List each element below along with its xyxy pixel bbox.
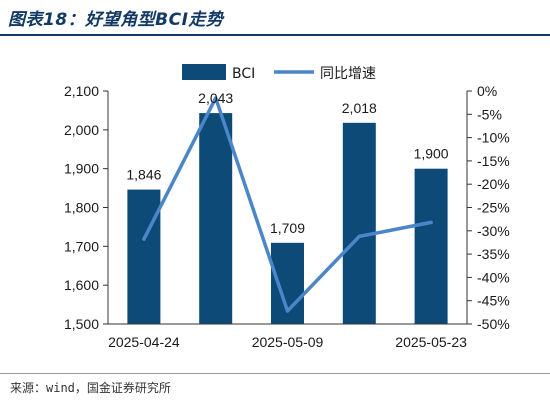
data-labels-group: 1,846 2,043 1,709 2,018 1,900: [126, 90, 448, 236]
y-right-tick-label: -20%: [477, 176, 510, 192]
point-yoy-2025-05-09: [286, 309, 289, 313]
y-right-tick-label: -30%: [477, 223, 510, 239]
bar-bci-2025-04-30: [199, 113, 233, 324]
x-tick-label: 2025-05-23: [395, 334, 467, 350]
y-right-tick-label: -5%: [477, 106, 502, 122]
point-yoy-2025-05-23: [429, 220, 433, 224]
bars-group: [127, 113, 448, 324]
y-left-tick-label: 1,900: [64, 161, 99, 177]
data-label-bci-2025-05-23: 1,900: [414, 146, 449, 162]
y-left-tick-label: 1,500: [64, 316, 99, 332]
x-tick-label: 2025-05-09: [252, 334, 324, 350]
bar-bci-2025-04-24: [127, 189, 161, 324]
bar-bci-2025-05-16: [342, 122, 376, 324]
data-label-bci-2025-05-16: 2,018: [342, 100, 377, 116]
y-left-tick-label: 1,800: [64, 200, 99, 216]
figure-title: 图表18：好望角型BCI走势: [8, 10, 224, 30]
chart-legend: BCI 同比增速: [182, 64, 376, 82]
y-left-tick-label: 1,700: [64, 238, 99, 254]
y-right-tick-label: -10%: [477, 130, 510, 146]
line-group: [142, 96, 433, 313]
y-left-tick-label: 2,000: [64, 122, 99, 138]
legend-label-yoy: 同比增速: [320, 66, 376, 82]
title-rule: [0, 34, 550, 36]
legend-swatch-bci: [182, 64, 226, 80]
legend-label-bci: BCI: [232, 66, 255, 82]
x-tick-label: 2025-04-24: [108, 334, 180, 350]
axes-group: 1,500 1,600 1,700 1,800 1,900 2,000 2,100 0% -5%…: [64, 83, 510, 350]
y-right-tick-label: -45%: [477, 293, 510, 309]
bar-bci-2025-05-23: [414, 168, 448, 324]
y-right-tick-label: 0%: [477, 83, 497, 99]
point-yoy-2025-04-24: [142, 237, 146, 241]
y-right-tick-label: -35%: [477, 246, 510, 262]
data-label-bci-2025-04-30: 2,043: [198, 90, 233, 106]
point-yoy-2025-05-16: [357, 234, 361, 238]
y-right-tick-label: -40%: [477, 269, 510, 285]
y-left-tick-label: 2,100: [64, 83, 99, 99]
y-right-tick-label: -25%: [477, 200, 510, 216]
bci-chart: BCI 同比增速 1,500 1,600 1,700 1,800 1,900 2,000 2,…: [64, 64, 510, 350]
y-right-tick-label: -50%: [477, 316, 510, 332]
y-right-tick-label: -15%: [477, 153, 510, 169]
data-label-bci-2025-05-09: 1,709: [270, 220, 305, 236]
source-rule: [0, 373, 550, 374]
y-left-tick-label: 1,600: [64, 277, 99, 293]
point-yoy-2025-04-30: [214, 96, 218, 100]
source-note: 来源：wind，国金证券研究所: [10, 381, 171, 395]
data-label-bci-2025-04-24: 1,846: [126, 167, 161, 183]
